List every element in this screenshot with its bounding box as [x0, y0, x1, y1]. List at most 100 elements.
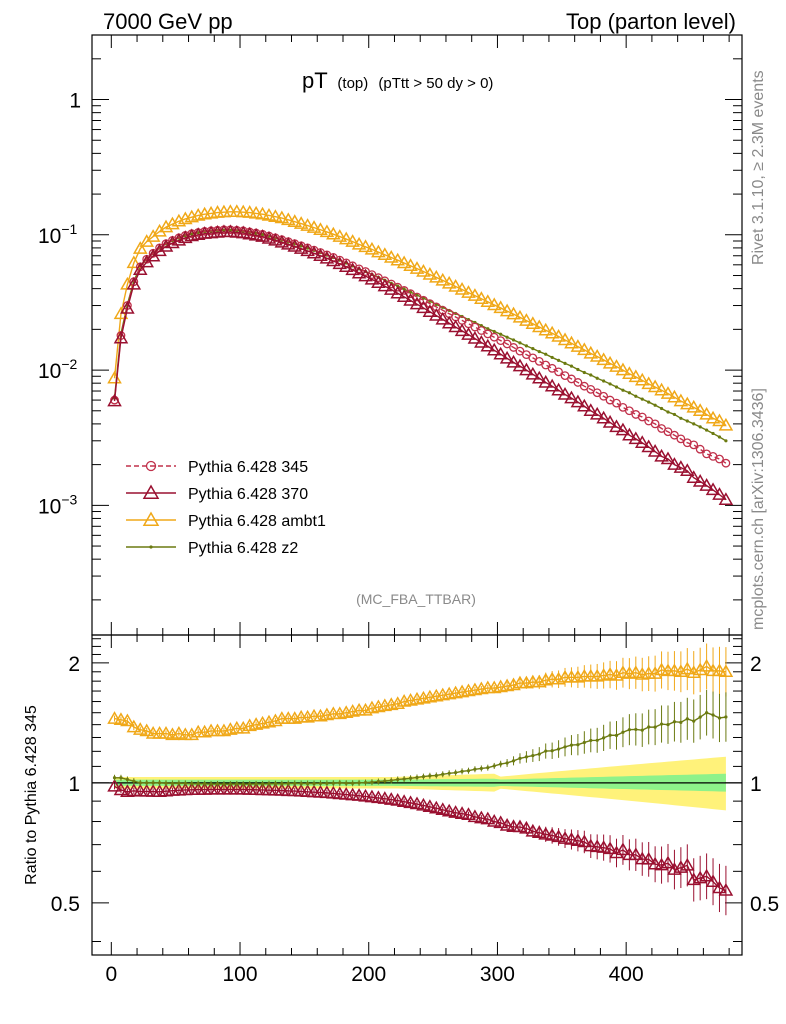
data-point — [573, 378, 583, 387]
data-point — [396, 255, 412, 269]
ratio-y-label: Ratio to Pythia 6.428 345 — [23, 705, 40, 885]
data-point — [509, 343, 518, 352]
data-point — [554, 367, 563, 377]
data-point — [505, 761, 509, 765]
x-tick-label: 100 — [222, 963, 257, 986]
data-point — [454, 282, 470, 295]
data-point — [383, 779, 387, 783]
data-point — [493, 346, 508, 360]
data-point — [416, 264, 431, 277]
data-point — [634, 394, 638, 398]
data-point — [357, 781, 361, 785]
data-point — [255, 206, 270, 220]
data-point — [583, 345, 599, 359]
data-point — [493, 815, 508, 829]
header-right: Top (parton level) — [566, 9, 736, 34]
data-point — [184, 727, 200, 741]
data-point — [371, 275, 386, 289]
data-point — [567, 374, 576, 384]
data-point — [692, 403, 708, 417]
data-point — [602, 414, 618, 428]
data-point — [345, 262, 360, 276]
data-point — [126, 719, 142, 733]
data-point — [676, 434, 686, 444]
data-point — [376, 779, 380, 784]
data-point — [364, 241, 380, 255]
x-tick-label: 0 — [105, 963, 117, 986]
data-point — [132, 262, 148, 275]
data-point — [429, 269, 444, 283]
data-point — [409, 296, 425, 310]
main-series — [107, 204, 734, 505]
data-point — [506, 354, 521, 368]
data-point — [492, 329, 496, 334]
data-point — [125, 777, 129, 782]
data-point — [680, 463, 695, 477]
data-point — [435, 311, 451, 325]
data-point — [679, 720, 683, 724]
data-point — [602, 667, 618, 680]
data-point — [718, 417, 734, 431]
data-point — [441, 315, 457, 329]
data-point — [480, 338, 496, 352]
data-point — [499, 817, 515, 831]
data-point — [142, 511, 160, 526]
data-point — [576, 367, 580, 372]
data-point — [107, 711, 122, 724]
data-point — [705, 711, 709, 715]
data-point — [634, 435, 650, 449]
data-point — [467, 809, 483, 823]
data-point — [712, 880, 727, 894]
data-point — [319, 250, 335, 264]
data-point — [628, 665, 644, 678]
data-point — [583, 838, 599, 852]
data-point — [515, 346, 525, 356]
x-tick-label: 400 — [609, 963, 644, 986]
data-point — [170, 781, 175, 786]
data-point — [480, 811, 496, 825]
legend-label: Pythia 6.428 ambt1 — [188, 513, 326, 530]
data-point — [293, 241, 309, 254]
main-y-tick-label: 10−2 — [38, 356, 78, 383]
data-point — [493, 300, 508, 314]
data-point — [486, 766, 490, 770]
legend-label: Pythia 6.428 345 — [188, 459, 308, 476]
data-point — [721, 458, 731, 468]
data-point — [659, 406, 664, 411]
data-point — [222, 782, 226, 786]
data-point — [486, 342, 502, 356]
data-point — [547, 363, 557, 373]
data-point — [448, 278, 463, 292]
data-point — [689, 440, 699, 450]
data-point — [511, 759, 516, 763]
data-point — [268, 713, 283, 727]
header-left: 7000 GeV pp — [103, 9, 233, 34]
data-point — [228, 228, 232, 232]
data-point — [345, 234, 360, 247]
data-point — [126, 255, 142, 269]
data-point — [544, 352, 548, 356]
data-point — [287, 238, 303, 252]
data-point — [299, 781, 303, 786]
series-line — [113, 211, 727, 426]
data-point — [467, 331, 483, 344]
data-point — [267, 782, 271, 786]
data-point — [429, 800, 444, 814]
data-point — [660, 855, 676, 869]
data-point — [609, 359, 624, 372]
data-point — [609, 845, 624, 859]
data-point — [351, 781, 355, 785]
data-point — [287, 214, 303, 227]
data-point — [531, 753, 535, 758]
legend-label: Pythia 6.428 z2 — [188, 540, 298, 557]
data-point — [313, 222, 328, 235]
mcplots-label: mcplots.cern.ch [arXiv:1306.3436] — [750, 388, 767, 630]
data-point — [371, 244, 386, 258]
data-point — [474, 291, 489, 304]
data-point — [570, 339, 586, 352]
data-point — [711, 713, 715, 717]
data-point — [544, 749, 548, 753]
data-point — [679, 416, 683, 420]
data-point — [190, 232, 194, 236]
data-point — [538, 374, 554, 388]
